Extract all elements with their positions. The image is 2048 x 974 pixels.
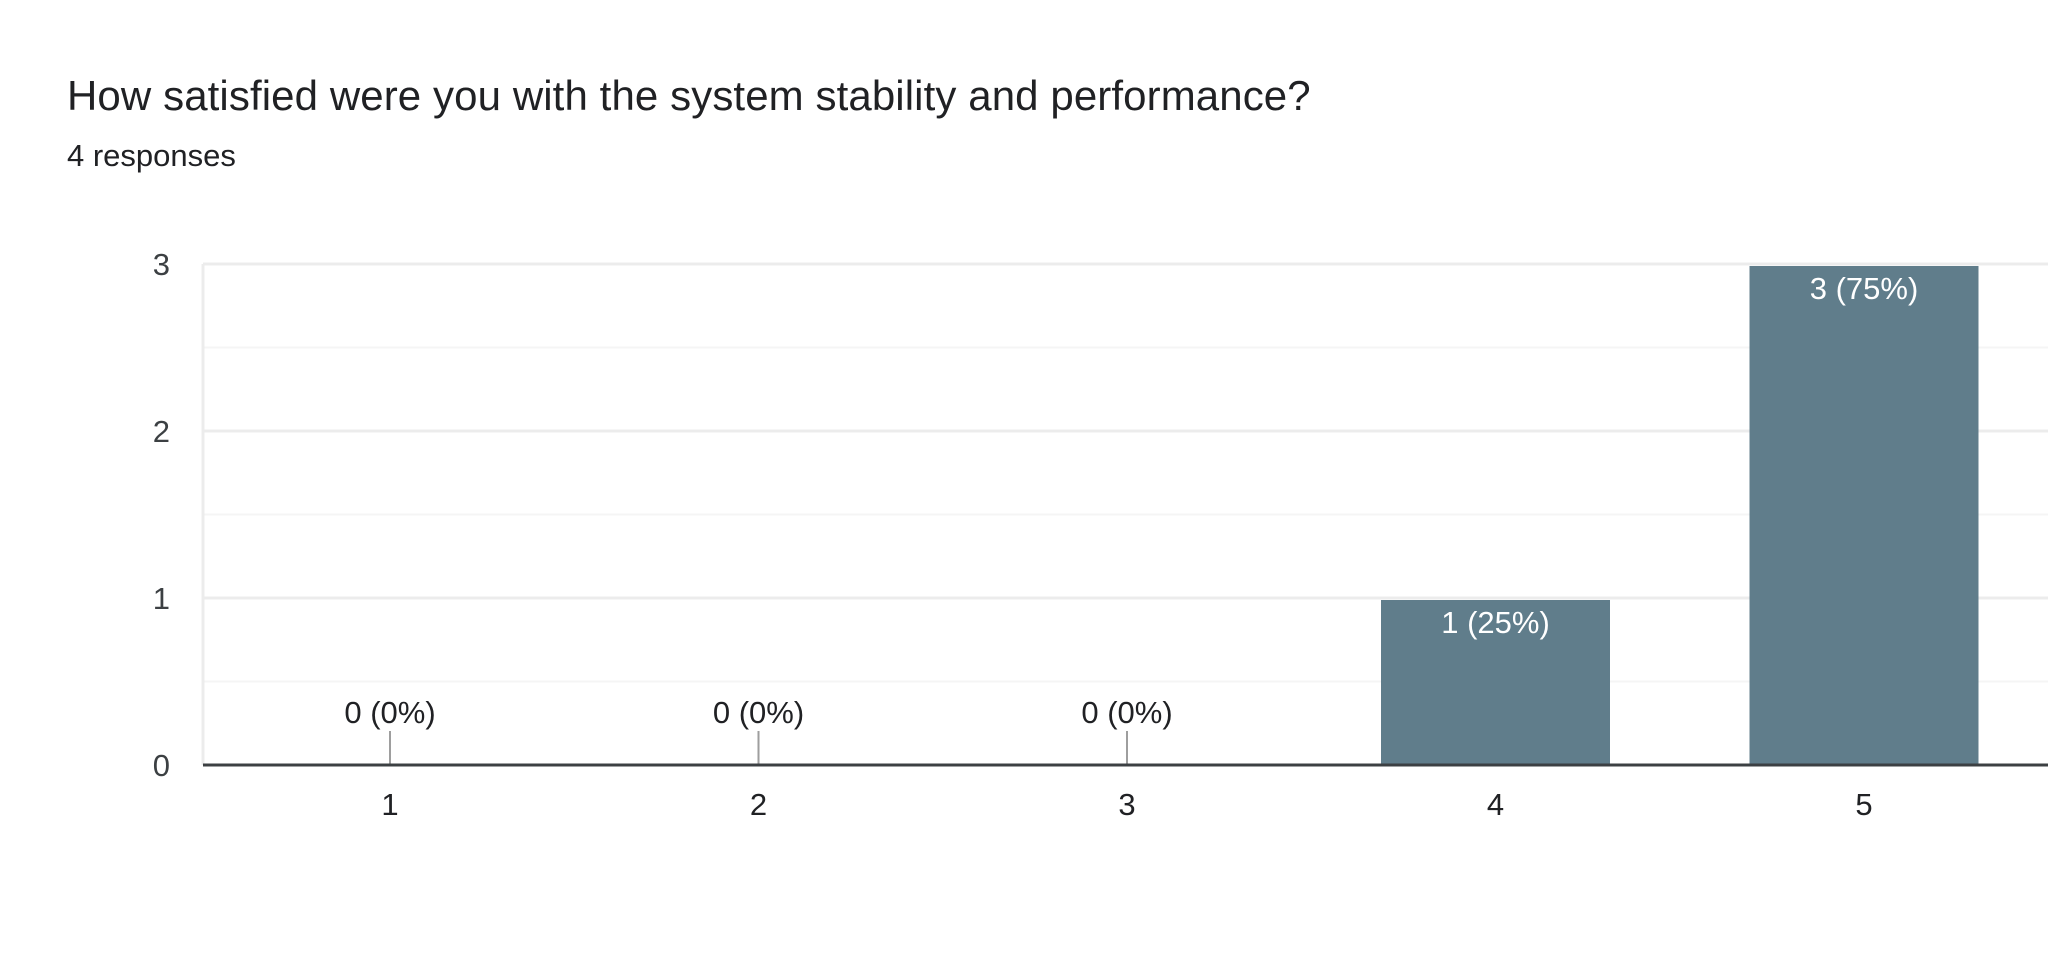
x-tick-label-2: 2: [750, 787, 767, 822]
data-label-5: 3 (75%): [1810, 271, 1919, 306]
data-label-1: 0 (0%): [344, 695, 435, 730]
y-tick-label: 1: [153, 581, 170, 616]
bars: [389, 266, 1979, 765]
y-tick-label: 2: [153, 414, 170, 449]
x-tick-label-3: 3: [1118, 787, 1135, 822]
gridlines: [201, 262, 2048, 765]
bar-4: [1381, 600, 1610, 765]
y-tick-label: 3: [153, 247, 170, 282]
data-labels: 0 (0%) 0 (0%) 0 (0%) 1 (25%) 3 (75%): [344, 271, 1918, 730]
data-label-4: 1 (25%): [1441, 605, 1550, 640]
response-count: 4 responses: [67, 138, 236, 173]
question-title: How satisfied were you with the system s…: [67, 72, 1311, 119]
bar-5: [1749, 266, 1979, 765]
x-tick-label-1: 1: [381, 787, 398, 822]
data-label-2: 0 (0%): [713, 695, 804, 730]
x-tick-label-5: 5: [1855, 787, 1872, 822]
y-tick-label: 0: [153, 748, 170, 783]
x-tick-label-4: 4: [1487, 787, 1504, 822]
data-label-3: 0 (0%): [1081, 695, 1172, 730]
axes: 0 1 2 3 1 2 3 4 5: [153, 247, 2048, 822]
